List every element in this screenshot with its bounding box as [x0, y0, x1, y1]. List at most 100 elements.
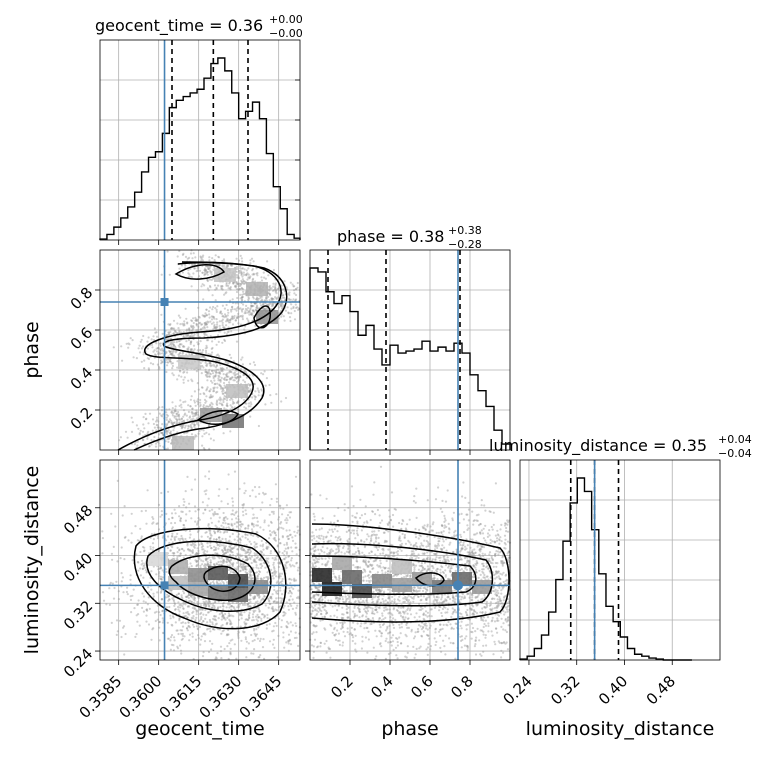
time-phase-scatter-point	[223, 316, 225, 318]
time-distance-scatter-point	[276, 601, 278, 603]
time-distance-scatter-point	[174, 509, 176, 511]
time-phase-scatter-point	[214, 259, 216, 261]
time-phase-scatter-point	[201, 323, 203, 325]
time-phase-scatter-point	[225, 283, 227, 285]
phase-distance-scatter-point	[316, 536, 318, 538]
time-phase-scatter-point	[283, 280, 285, 282]
time-distance-scatter-point	[259, 595, 261, 597]
phase-distance-scatter-point	[443, 624, 445, 626]
time-distance-scatter-point	[266, 548, 268, 550]
time-phase-scatter-point	[204, 271, 206, 273]
time-phase-scatter-point	[228, 287, 230, 289]
time-phase-scatter-point	[155, 420, 157, 422]
time-phase-scatter-point	[197, 414, 199, 416]
time-phase-scatter-point	[169, 432, 171, 434]
time-distance-scatter-point	[183, 524, 185, 526]
time-phase-scatter-point	[161, 352, 163, 354]
time-phase-scatter-point	[147, 357, 149, 359]
time-phase-scatter-point	[197, 403, 199, 405]
time-phase-scatter-point	[209, 376, 211, 378]
time-phase-scatter-point	[264, 370, 266, 372]
time-distance-scatter-point	[171, 512, 173, 514]
time-phase-scatter-point	[271, 299, 273, 301]
phase-distance-scatter-point	[365, 505, 367, 507]
time-distance-scatter-point	[220, 657, 222, 659]
time-phase-scatter-point	[167, 331, 169, 333]
time-distance-scatter-point	[255, 628, 257, 630]
time-phase-scatter-point	[217, 285, 219, 287]
time-phase-scatter-point	[198, 433, 200, 435]
time-phase-scatter-point	[239, 294, 241, 296]
time-distance-scatter-point	[275, 575, 277, 577]
time-distance-scatter-point	[273, 589, 275, 591]
time-distance-scatter-point	[269, 504, 271, 506]
time-distance-scatter-point	[152, 593, 154, 595]
time-distance-scatter-point	[259, 526, 261, 528]
time-distance-scatter-point	[203, 552, 205, 554]
time-distance-scatter-point	[258, 493, 260, 495]
time-phase-scatter-point	[158, 427, 160, 429]
time-distance-scatter-point	[272, 575, 274, 577]
time-phase-scatter-point	[241, 310, 243, 312]
time-distance-scatter-point	[222, 614, 224, 616]
time-phase-scatter-point	[227, 309, 229, 311]
time-distance-scatter-point	[238, 518, 240, 520]
time-phase-scatter-point	[185, 308, 187, 310]
time-distance-scatter-point	[191, 489, 193, 491]
time-phase-scatter-point	[143, 416, 145, 418]
time-distance-scatter-point	[198, 597, 200, 599]
time-phase-scatter-point	[205, 350, 207, 352]
time-phase-scatter-point	[205, 400, 207, 402]
time-distance-scatter-point	[161, 579, 163, 581]
phase-distance-scatter-point	[415, 488, 417, 490]
time-distance-scatter-point	[249, 601, 251, 603]
time-distance-scatter-point	[167, 596, 169, 598]
time-distance-scatter-point	[181, 594, 183, 596]
time-distance-scatter-point	[194, 478, 196, 480]
time-phase-scatter-point	[250, 388, 252, 390]
phase-distance-scatter-point	[348, 596, 350, 598]
time-distance-scatter-point	[189, 537, 191, 539]
time-phase-scatter-point	[266, 260, 268, 262]
time-distance-scatter-point	[245, 509, 247, 511]
time-distance-scatter-point	[279, 589, 281, 591]
time-distance-scatter-point	[214, 511, 216, 513]
time-phase-scatter-point	[157, 420, 159, 422]
time-distance-scatter-point	[227, 503, 229, 505]
time-distance-scatter-point	[254, 554, 256, 556]
time-distance-scatter-point	[114, 525, 116, 527]
time-distance-scatter-point	[143, 595, 145, 597]
time-phase-scatter-point	[226, 403, 228, 405]
time-distance-scatter-point	[178, 505, 180, 507]
time-phase-scatter-point	[206, 375, 208, 377]
time-phase-scatter-point	[199, 402, 201, 404]
time-distance-scatter-point	[199, 644, 201, 646]
time-distance-scatter-point	[190, 517, 192, 519]
time-distance-scatter-point	[188, 622, 190, 624]
phase-distance-scatter-point	[314, 546, 316, 548]
time-distance-scatter-point	[171, 624, 173, 626]
time-distance-scatter-point	[241, 614, 243, 616]
time-phase-scatter-point	[209, 317, 211, 319]
time-phase-scatter-point	[201, 445, 203, 447]
time-distance-scatter-point	[286, 529, 288, 531]
time-distance-scatter-point	[224, 522, 226, 524]
time-distance-scatter-point	[237, 630, 239, 632]
time-distance-scatter-point	[236, 562, 238, 564]
time-phase-scatter-point	[223, 407, 225, 409]
time-distance-scatter-point	[183, 612, 185, 614]
time-distance-scatter-point	[286, 504, 288, 506]
time-phase-scatter-point	[168, 420, 170, 422]
time-distance-scatter-point	[264, 567, 266, 569]
time-phase-scatter-point	[206, 373, 208, 375]
time-phase-scatter-point	[151, 344, 153, 346]
time-phase-scatter-point	[217, 354, 219, 356]
time-phase-scatter-point	[243, 272, 245, 274]
time-phase-scatter-point	[209, 286, 211, 288]
time-distance-scatter-point	[287, 538, 289, 540]
time-distance-scatter-point	[220, 646, 222, 648]
time-distance-scatter-point	[253, 628, 255, 630]
time-phase-scatter-point	[252, 296, 254, 298]
time-phase-scatter-point	[154, 349, 156, 351]
time-phase-scatter-point	[208, 371, 210, 373]
